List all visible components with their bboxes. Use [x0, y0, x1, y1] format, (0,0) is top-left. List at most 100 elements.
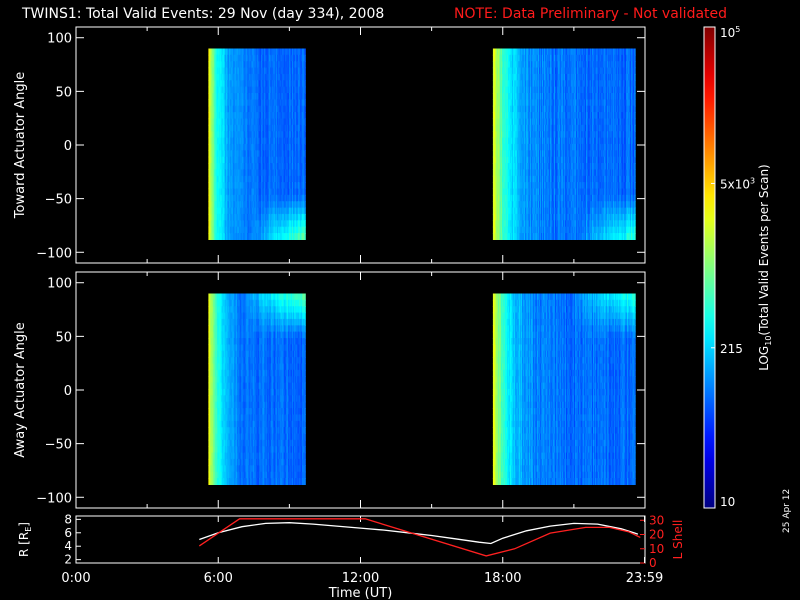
heatmap-cell: [300, 143, 302, 151]
heatmap-cell: [286, 137, 288, 145]
heatmap-cell: [263, 137, 265, 145]
heatmap-cell: [248, 99, 250, 107]
heatmap-cell: [506, 213, 509, 221]
heatmap-cell: [288, 207, 290, 215]
heatmap-cell: [262, 80, 264, 88]
heatmap-cell: [260, 67, 262, 75]
heatmap-cell: [289, 105, 291, 113]
heatmap-cell: [258, 112, 260, 120]
heatmap-cell: [224, 112, 226, 120]
heatmap-cell: [255, 169, 257, 177]
heatmap-cell: [493, 182, 496, 190]
heatmap-cell: [287, 48, 289, 56]
heatmap-cell: [221, 226, 223, 234]
heatmap-cell: [221, 143, 223, 151]
heatmap-cell: [511, 182, 514, 190]
heatmap-cell: [286, 73, 288, 81]
heatmap-cell: [242, 163, 244, 170]
heatmap-cell: [294, 156, 296, 164]
heatmap-cell: [249, 143, 251, 151]
heatmap-cell: [244, 86, 246, 94]
heatmap-cell: [288, 131, 290, 139]
heatmap-cell: [278, 61, 280, 69]
heatmap-cell: [232, 112, 234, 120]
heatmap-cell: [493, 201, 496, 209]
heatmap-cell: [250, 124, 252, 132]
heatmap-cell: [244, 233, 246, 240]
heatmap-cell: [244, 201, 246, 209]
heatmap-cell: [237, 131, 239, 139]
heatmap-cell: [264, 163, 266, 170]
heatmap-cell: [215, 99, 217, 107]
heatmap-cell: [269, 131, 271, 139]
heatmap-cell: [280, 48, 282, 56]
heatmap-cell: [268, 80, 270, 88]
heatmap-cell: [216, 137, 218, 145]
heatmap-cell: [503, 226, 506, 234]
heatmap-cell: [257, 48, 259, 56]
heatmap-cell: [208, 99, 210, 107]
heatmap-cell: [284, 93, 286, 100]
heatmap-cell: [287, 112, 289, 120]
heatmap-cell: [254, 207, 256, 215]
heatmap-cell: [265, 182, 267, 190]
heatmap-cell: [495, 233, 498, 240]
heatmap-cell: [302, 233, 304, 240]
heatmap-cell: [214, 137, 216, 145]
heatmap-cell: [241, 93, 243, 100]
heatmap-cell: [217, 99, 219, 107]
heatmap-cell: [279, 93, 281, 100]
heatmap-cell: [276, 194, 278, 202]
heatmap-cell: [241, 112, 243, 120]
heatmap-cell: [246, 131, 248, 139]
heatmap-cell: [259, 143, 261, 151]
heatmap-cell: [237, 169, 239, 177]
heatmap-cell: [254, 137, 256, 145]
heatmap-cell: [502, 213, 505, 221]
heatmap-cell: [295, 143, 297, 151]
heatmap-cell: [231, 124, 233, 132]
heatmap-cell: [232, 175, 234, 183]
heatmap-cell: [265, 188, 267, 196]
heatmap-cell: [250, 80, 252, 88]
heatmap-cell: [294, 194, 296, 202]
heatmap-cell: [269, 188, 271, 196]
heatmap-cell: [243, 48, 245, 56]
heatmap-cell: [262, 99, 264, 107]
heatmap-cell: [238, 112, 240, 120]
heatmap-cell: [283, 163, 285, 170]
heatmap-cell: [497, 118, 500, 126]
heatmap-cell: [291, 67, 293, 75]
heatmap-cell: [297, 131, 299, 139]
heatmap-cell: [230, 188, 232, 196]
heatmap-cell: [262, 220, 264, 228]
heatmap-cell: [499, 175, 502, 183]
heatmap-cell: [238, 194, 240, 202]
heatmap-cell: [232, 67, 234, 75]
heatmap-cell: [219, 131, 221, 139]
heatmap-cell: [230, 163, 232, 170]
heatmap-cell: [293, 67, 295, 75]
heatmap-cell: [293, 86, 295, 94]
heatmap-cell: [255, 213, 257, 221]
heatmap-cell: [502, 207, 505, 215]
heatmap-cell: [227, 137, 229, 145]
heatmap-cell: [286, 169, 288, 177]
heatmap-cell: [512, 112, 515, 120]
heatmap-cell: [231, 86, 233, 94]
heatmap-cell: [295, 175, 297, 183]
heatmap-cell: [224, 194, 226, 202]
heatmap-cell: [289, 226, 291, 234]
heatmap-cell: [224, 54, 226, 62]
heatmap-cell: [493, 188, 496, 196]
heatmap-cell: [297, 112, 299, 120]
heatmap-cell: [287, 67, 289, 75]
heatmap-cell: [251, 67, 253, 75]
heatmap-cell: [509, 207, 512, 215]
heatmap-cell: [275, 105, 277, 113]
heatmap-cell: [227, 213, 229, 221]
heatmap-cell: [271, 105, 273, 113]
heatmap-cell: [223, 156, 225, 164]
heatmap-cell: [249, 150, 251, 158]
heatmap-cell: [242, 118, 244, 126]
